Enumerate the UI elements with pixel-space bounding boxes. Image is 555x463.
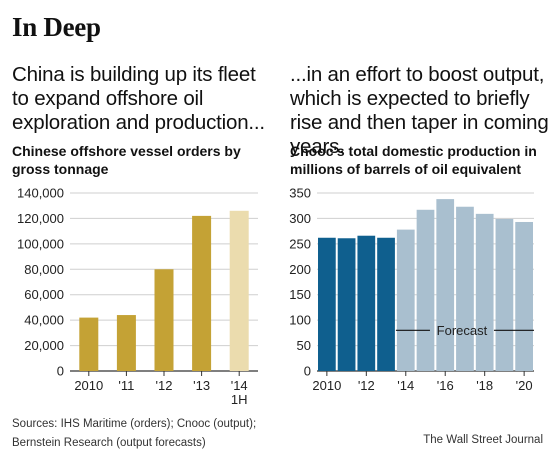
bar: [192, 215, 212, 371]
right-intro-text: ...in an effort to boost output, which i…: [290, 63, 549, 158]
bar: [357, 235, 376, 371]
x-tick-label: '20: [516, 378, 533, 393]
x-tick-label: '14: [231, 378, 248, 393]
x-tick-label: '16: [437, 378, 454, 393]
x-tick-label: '11: [118, 378, 134, 393]
x-tick-label: '12: [156, 378, 173, 393]
x-tick-label: '13: [193, 378, 210, 393]
y-tick-label: 250: [289, 236, 311, 251]
bar: [318, 237, 336, 371]
y-tick-label: 20,000: [24, 338, 64, 353]
bar: [456, 206, 474, 371]
page-title: In Deep: [12, 12, 101, 42]
bar: [475, 213, 494, 371]
bar: [436, 199, 455, 371]
y-tick-label: 120,000: [17, 211, 64, 226]
y-tick-label: 100: [289, 313, 311, 328]
x-tick-label: 2010: [74, 378, 103, 393]
bar: [416, 209, 435, 371]
y-tick-label: 80,000: [24, 262, 64, 277]
left-chart-title: Chinese offshore vessel orders by gross …: [12, 143, 241, 177]
bar: [377, 237, 395, 371]
x-tick-label: '14: [397, 378, 414, 393]
right-chart-title: Cnooc's total domestic production in mil…: [290, 143, 537, 177]
x-tick-label: '18: [476, 378, 493, 393]
bar: [229, 210, 249, 371]
bar: [116, 315, 136, 371]
y-tick-label: 0: [57, 364, 64, 379]
sources-line-1: Sources: IHS Maritime (orders); Cnooc (o…: [12, 418, 257, 430]
left-intro-text: China is building up its fleet to expand…: [12, 63, 265, 134]
bar: [495, 218, 514, 371]
forecast-label: Forecast: [437, 323, 488, 338]
sources-line-2: Bernstein Research (output forecasts): [12, 437, 206, 449]
publisher-credit: The Wall Street Journal: [423, 434, 543, 446]
y-tick-label: 140,000: [17, 186, 64, 201]
bar: [515, 221, 533, 371]
y-tick-label: 40,000: [24, 313, 64, 328]
y-tick-label: 60,000: [24, 287, 64, 302]
bar: [337, 238, 356, 371]
bar: [154, 269, 174, 371]
x-tick-label: 1H: [231, 392, 248, 407]
y-tick-label: 350: [289, 186, 311, 201]
y-tick-label: 200: [289, 262, 311, 277]
x-tick-label: '12: [358, 378, 375, 393]
x-tick-label: 2010: [312, 378, 341, 393]
y-tick-label: 150: [289, 287, 311, 302]
bar: [396, 229, 415, 371]
bar: [79, 317, 99, 371]
y-tick-label: 50: [297, 338, 311, 353]
y-tick-label: 300: [289, 211, 311, 226]
y-tick-label: 0: [304, 364, 311, 379]
sources-note: Sources: IHS Maritime (orders); Cnooc (o…: [12, 415, 302, 453]
y-tick-label: 100,000: [17, 236, 64, 251]
